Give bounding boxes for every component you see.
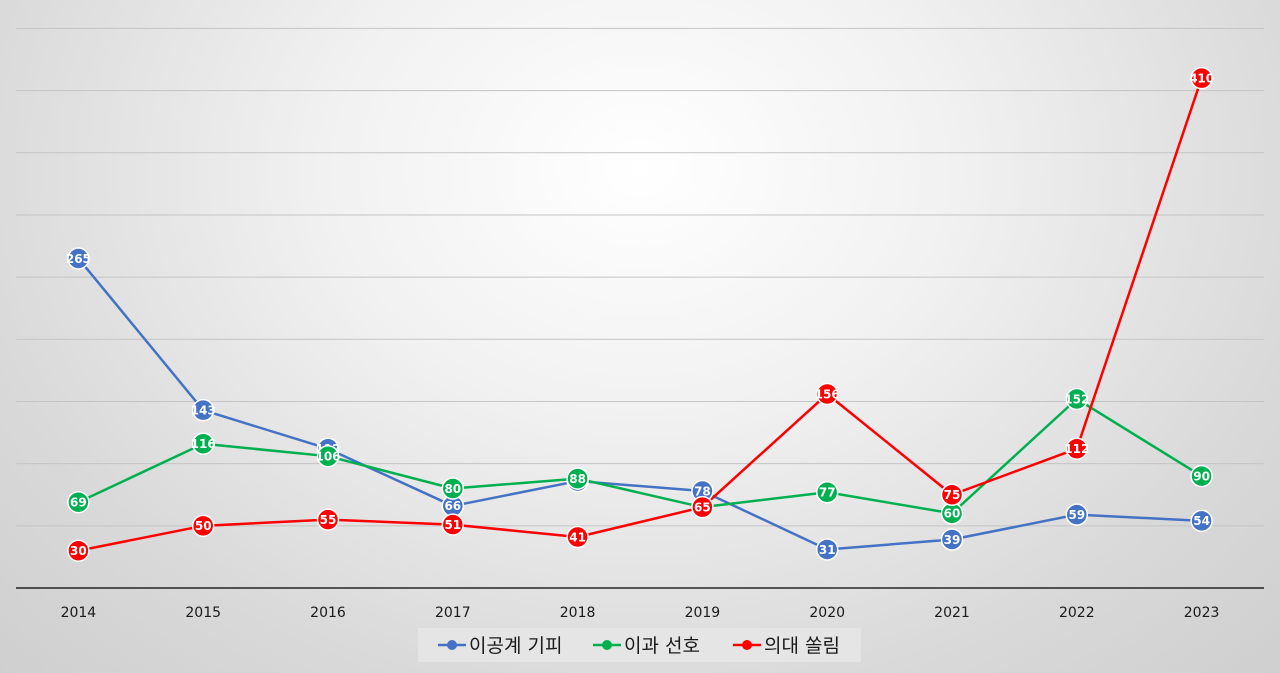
legend-label: 이과 선호 bbox=[624, 635, 700, 657]
data-point bbox=[940, 528, 964, 551]
data-label: 112 bbox=[1064, 442, 1089, 456]
data-label: 152 bbox=[1064, 392, 1089, 406]
x-tick-label: 2017 bbox=[435, 605, 471, 621]
data-label: 59 bbox=[1068, 508, 1085, 522]
data-label: 77 bbox=[819, 486, 836, 500]
legend: 이공계 기피 이과 선호 의대 쏠림 bbox=[418, 628, 861, 662]
data-point bbox=[67, 247, 90, 270]
data-label: 54 bbox=[1193, 514, 1210, 528]
data-label: 156 bbox=[815, 387, 840, 401]
data-label: 50 bbox=[195, 519, 212, 533]
data-point bbox=[1065, 503, 1089, 526]
data-label: 55 bbox=[320, 513, 337, 527]
x-tick-label: 2019 bbox=[685, 605, 721, 621]
legend-label: 이공계 기피 bbox=[469, 635, 562, 657]
x-tick-label: 2018 bbox=[560, 605, 596, 621]
data-point bbox=[191, 398, 215, 422]
x-tick-label: 2023 bbox=[1184, 605, 1220, 621]
x-tick-labels: 2014 2015 2016 2017 2018 2019 2020 2021 2022 2023 bbox=[61, 605, 1220, 621]
data-label: 31 bbox=[819, 543, 836, 557]
legend-label: 의대 쏠림 bbox=[764, 635, 840, 657]
data-point bbox=[691, 495, 714, 519]
data-point bbox=[815, 481, 839, 504]
legend-marker bbox=[447, 640, 457, 650]
data-label: 30 bbox=[70, 544, 87, 558]
data-label: 88 bbox=[569, 472, 586, 486]
data-point bbox=[441, 513, 465, 536]
gridlines bbox=[16, 27, 1264, 527]
data-label: 106 bbox=[315, 449, 340, 463]
data-point bbox=[566, 467, 589, 490]
data-point bbox=[67, 539, 90, 562]
data-point bbox=[191, 514, 215, 538]
data-label: 75 bbox=[944, 488, 961, 502]
series-lines bbox=[77, 77, 1203, 552]
x-tick-label: 2022 bbox=[1059, 605, 1095, 621]
series-points: 2651431126686783139595469116106808865776… bbox=[66, 66, 1214, 562]
data-point bbox=[441, 477, 465, 500]
data-label: 66 bbox=[444, 499, 461, 513]
data-label: 60 bbox=[944, 507, 961, 521]
legend-marker bbox=[742, 640, 752, 650]
data-label: 78 bbox=[694, 484, 711, 498]
data-point bbox=[316, 444, 340, 468]
data-point bbox=[1190, 509, 1213, 533]
data-label: 65 bbox=[694, 500, 711, 514]
data-point bbox=[566, 525, 589, 549]
legend-box bbox=[418, 628, 861, 662]
series-line bbox=[77, 257, 1202, 551]
x-tick-label: 2021 bbox=[934, 605, 970, 621]
data-point bbox=[67, 490, 90, 514]
data-label: 80 bbox=[444, 482, 461, 496]
data-label: 90 bbox=[1193, 469, 1210, 483]
data-point bbox=[815, 538, 839, 561]
data-point bbox=[1065, 437, 1089, 460]
data-label: 116 bbox=[191, 437, 216, 451]
series-line bbox=[77, 397, 1203, 515]
data-point bbox=[815, 382, 839, 406]
data-label: 265 bbox=[66, 252, 91, 266]
x-tick-label: 2016 bbox=[310, 605, 346, 621]
data-label: 69 bbox=[70, 496, 87, 510]
x-tick-label: 2015 bbox=[185, 605, 221, 621]
data-point bbox=[316, 508, 340, 531]
data-label: 41 bbox=[569, 530, 586, 544]
x-tick-label: 2014 bbox=[61, 605, 97, 621]
x-tick-label: 2020 bbox=[809, 605, 845, 621]
data-label: 143 bbox=[191, 403, 216, 417]
data-point bbox=[1190, 66, 1213, 90]
data-point bbox=[1190, 464, 1213, 488]
data-point bbox=[940, 483, 964, 506]
data-point bbox=[1065, 387, 1089, 411]
data-label: 39 bbox=[944, 533, 961, 547]
legend-marker bbox=[602, 640, 612, 650]
data-label: 410 bbox=[1189, 71, 1214, 85]
data-point bbox=[191, 432, 215, 456]
data-label: 51 bbox=[444, 518, 461, 532]
series-line bbox=[78, 77, 1203, 552]
